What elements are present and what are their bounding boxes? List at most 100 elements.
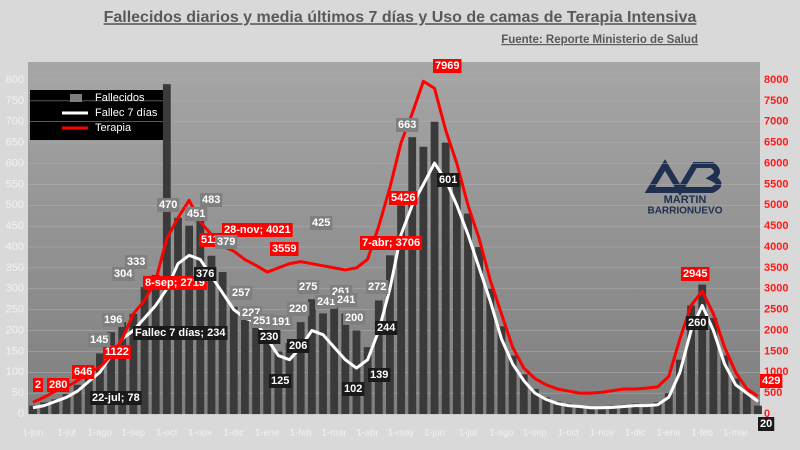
- deaths-label: 196: [104, 314, 122, 326]
- bar: [352, 330, 361, 414]
- terapia-label-box: [760, 374, 783, 388]
- y2-tick-label: 4500: [764, 220, 788, 232]
- bar: [296, 322, 305, 414]
- x-tick-label: 1-jun: [424, 428, 445, 439]
- brand-name: MARTIN: [664, 194, 707, 206]
- bar: [597, 407, 606, 414]
- avg-label: 230: [260, 331, 278, 343]
- bar: [475, 247, 484, 414]
- terapia-label-box: [72, 365, 95, 379]
- deaths-label: 304: [114, 268, 133, 280]
- terapia-label-box: [33, 378, 44, 392]
- bar: [229, 306, 238, 414]
- bar: [96, 353, 104, 414]
- y-tick-label: 50: [12, 387, 24, 399]
- x-tick-label: 1-dic: [223, 428, 244, 439]
- y2-tick-label: 1500: [764, 345, 788, 357]
- avg-label-box: [375, 321, 398, 335]
- bar: [720, 355, 729, 414]
- x-tick-label: 1-ago: [489, 428, 513, 439]
- terapia-label: 7-abr; 3706: [362, 237, 420, 249]
- terapia-label: 2: [35, 379, 41, 391]
- bar: [40, 402, 49, 414]
- terapia-label: 7969: [435, 60, 459, 72]
- y2-tick-label: 500: [764, 387, 782, 399]
- bar: [241, 319, 249, 414]
- x-tick-label: 1-jun: [22, 428, 43, 439]
- bar: [709, 317, 718, 414]
- line: [32, 161, 759, 410]
- terapia-label-box: [360, 236, 423, 250]
- brand-logo: MARTIN BARRIONUEVO: [644, 159, 723, 217]
- bar: [620, 404, 629, 414]
- y-tick-label: 0: [18, 408, 24, 420]
- deaths-label-box: [335, 293, 358, 307]
- deaths-label: 451: [187, 208, 205, 220]
- bar: [542, 397, 550, 414]
- bar: [51, 399, 60, 414]
- x-tick-label: 1-feb: [290, 428, 312, 439]
- terapia-label: 280: [49, 379, 67, 391]
- terapia-label-box: [389, 191, 418, 205]
- bar: [664, 393, 673, 414]
- y2-tick-label: 6000: [764, 157, 788, 169]
- avg-label: 139: [370, 369, 388, 381]
- y2-tick-label: 3000: [764, 283, 788, 295]
- bar: [73, 384, 82, 414]
- y-tick-label: 100: [6, 366, 24, 378]
- x-tick-label: 1-feb: [691, 428, 713, 439]
- deaths-label: 483: [202, 194, 220, 206]
- terapia-label-box: [103, 345, 131, 359]
- bar: [397, 205, 405, 414]
- x-tick-label: 1-sep: [523, 428, 547, 439]
- bar: [731, 378, 740, 414]
- deaths-label-box: [310, 216, 333, 230]
- y-tick-label: 250: [6, 304, 24, 316]
- bar: [319, 313, 327, 414]
- avg-label-box: [368, 368, 391, 382]
- y-tick-label: 800: [6, 74, 24, 86]
- legend-box: [30, 90, 165, 140]
- deaths-label: 663: [398, 119, 416, 131]
- avg-label: 20: [760, 418, 772, 430]
- deaths-label-box: [102, 313, 125, 327]
- avg-label: 206: [289, 340, 307, 352]
- terapia-label: 28-nov; 4021: [224, 224, 291, 236]
- bar: [430, 121, 439, 414]
- bar: [84, 374, 93, 414]
- deaths-label-box: [88, 333, 111, 347]
- avg-label: 244: [377, 322, 396, 334]
- bar: [151, 274, 160, 414]
- deaths-label-box: [366, 280, 389, 294]
- bar: [196, 212, 205, 414]
- x-tick-label: 1-sep: [122, 428, 146, 439]
- terapia-label: 429: [762, 375, 780, 387]
- bar: [307, 299, 316, 414]
- bar: [497, 326, 506, 414]
- deaths-label-box: [270, 315, 293, 329]
- deaths-label-box: [125, 255, 148, 269]
- avg-label: 125: [271, 375, 289, 387]
- y-tick-label: 550: [6, 178, 24, 190]
- x-tick-label: 1-jul: [459, 428, 477, 439]
- bar: [575, 405, 584, 414]
- bar: [218, 272, 227, 414]
- deaths-label: 251: [253, 315, 271, 327]
- legend-label: Fallec 7 días: [95, 107, 158, 119]
- bar: [586, 406, 595, 414]
- y-tick-label: 750: [6, 95, 24, 107]
- bar: [441, 142, 450, 414]
- deaths-label-box: [297, 280, 320, 294]
- bar: [129, 313, 138, 414]
- avg-label: 601: [439, 174, 457, 186]
- y-tick-label: 450: [6, 220, 24, 232]
- x-tick-label: 1-ene: [657, 428, 681, 439]
- y-tick-label: 700: [6, 116, 24, 128]
- terapia-label: 2945: [683, 268, 707, 280]
- y2-tick-label: 7000: [764, 116, 788, 128]
- bar: [698, 284, 707, 414]
- deaths-label: 200: [345, 312, 363, 324]
- bar: [363, 347, 372, 414]
- bar: [162, 84, 171, 415]
- deaths-label: 145: [90, 334, 108, 346]
